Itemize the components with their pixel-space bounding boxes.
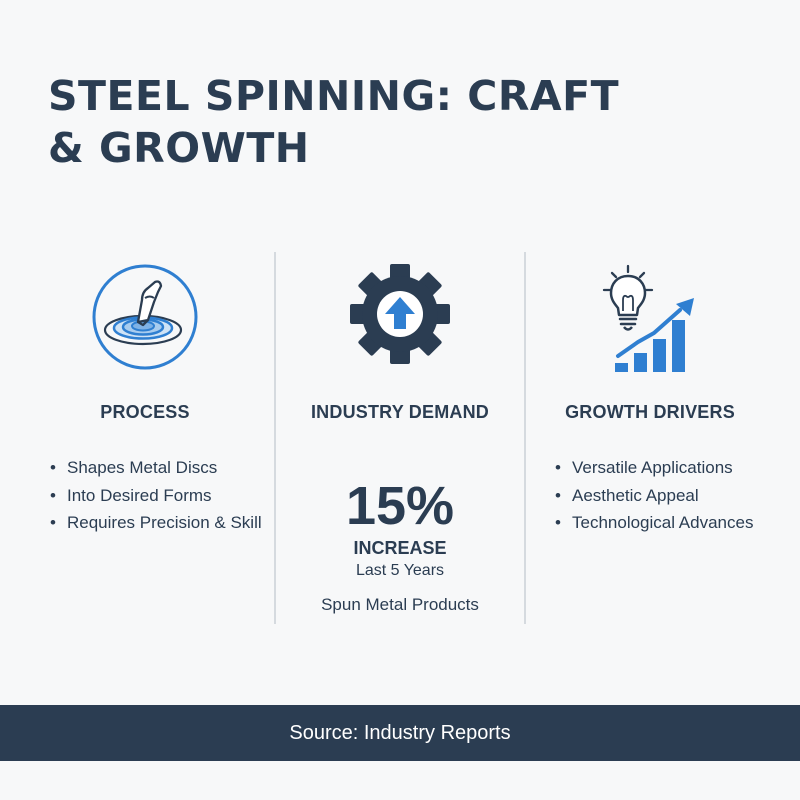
demand-heading: INDUSTRY DEMAND [310, 402, 489, 422]
title-line-1: STEEL SPINNING: CRAFT [48, 72, 620, 120]
drivers-bullet-list: Versatile Applications Aesthetic Appeal … [555, 454, 753, 537]
list-item: Shapes Metal Discs [50, 454, 262, 482]
column-divider [274, 252, 276, 624]
list-item: Aesthetic Appeal [555, 482, 753, 510]
list-item: Into Desired Forms [50, 482, 262, 510]
source-text: Source: Industry Reports [289, 721, 511, 744]
page-title: STEEL SPINNING: CRAFT & GROWTH [48, 70, 648, 174]
title-line-2: & GROWTH [48, 124, 310, 172]
gear-arrow-up-icon [350, 264, 450, 364]
process-heading: PROCESS [100, 402, 190, 422]
stat-value: 15% [345, 476, 455, 536]
list-item: Technological Advances [555, 509, 753, 537]
source-footer: Source: Industry Reports [0, 705, 800, 761]
drivers-heading: GROWTH DRIVERS [565, 402, 735, 422]
metal-spinning-icon [92, 264, 198, 370]
stat-subject: Spun Metal Products [321, 595, 479, 614]
list-item: Requires Precision & Skill [50, 509, 262, 537]
list-item: Versatile Applications [555, 454, 753, 482]
stat-label: INCREASE [353, 538, 447, 558]
process-bullet-list: Shapes Metal Discs Into Desired Forms Re… [50, 454, 262, 537]
stat-period: Last 5 Years [355, 562, 445, 579]
lightbulb-growth-chart-icon [602, 264, 694, 372]
column-divider [524, 252, 526, 624]
